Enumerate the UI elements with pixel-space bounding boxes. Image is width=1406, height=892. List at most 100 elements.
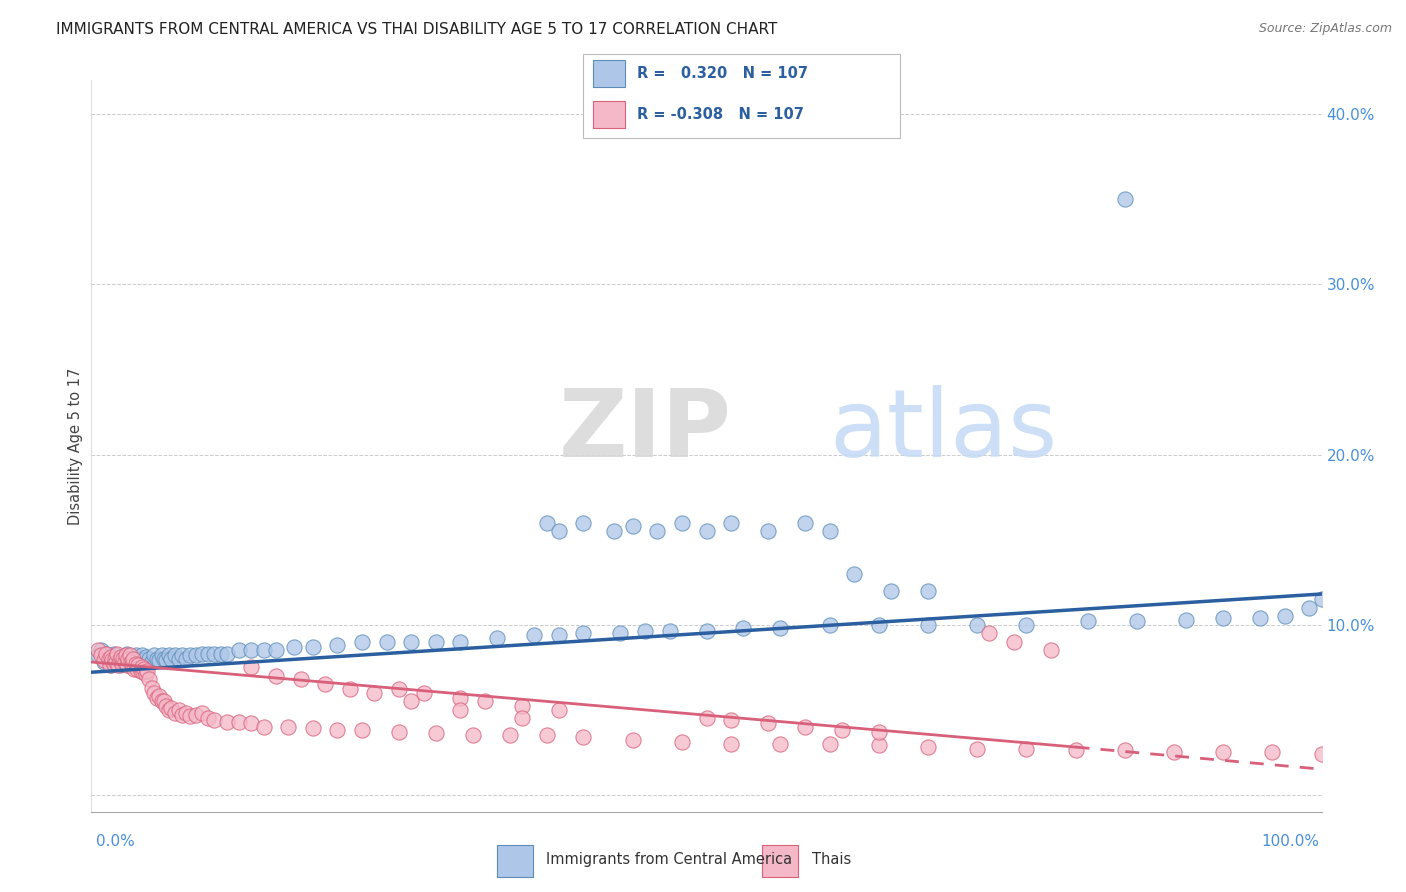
- Point: [769, 737, 792, 751]
- Point: [111, 657, 134, 671]
- Point: [1274, 609, 1296, 624]
- Point: [671, 516, 693, 530]
- Point: [118, 653, 141, 667]
- Point: [290, 672, 312, 686]
- Point: [110, 649, 132, 664]
- Point: [105, 648, 127, 663]
- Point: [339, 682, 361, 697]
- Point: [326, 723, 349, 737]
- Point: [100, 658, 122, 673]
- Point: [122, 651, 145, 665]
- Text: R =   0.320   N = 107: R = 0.320 N = 107: [637, 66, 808, 81]
- Point: [720, 737, 742, 751]
- Point: [120, 655, 142, 669]
- Point: [209, 647, 232, 661]
- Point: [148, 653, 170, 667]
- Point: [179, 648, 201, 663]
- Point: [107, 651, 129, 665]
- Point: [868, 739, 890, 753]
- Point: [157, 703, 180, 717]
- Point: [1298, 600, 1320, 615]
- Point: [1039, 643, 1063, 657]
- Point: [117, 658, 139, 673]
- Point: [634, 624, 657, 639]
- Point: [135, 649, 156, 664]
- Point: [1261, 745, 1284, 759]
- Point: [388, 682, 411, 697]
- Point: [868, 724, 890, 739]
- Point: [793, 720, 815, 734]
- Point: [536, 516, 558, 530]
- Point: [138, 651, 160, 665]
- Point: [228, 643, 250, 657]
- Point: [124, 648, 146, 663]
- Point: [621, 733, 644, 747]
- Point: [124, 655, 146, 669]
- Point: [868, 617, 890, 632]
- Point: [101, 653, 124, 667]
- Point: [167, 651, 190, 665]
- Point: [132, 655, 155, 669]
- Point: [155, 653, 177, 667]
- Point: [114, 655, 138, 669]
- Point: [141, 681, 163, 695]
- Point: [1310, 592, 1333, 607]
- Point: [98, 658, 121, 673]
- FancyBboxPatch shape: [593, 61, 624, 87]
- Point: [818, 617, 841, 632]
- Point: [1310, 747, 1333, 761]
- Point: [124, 657, 146, 671]
- Point: [135, 667, 156, 681]
- Point: [1175, 613, 1198, 627]
- Point: [107, 658, 129, 673]
- Point: [93, 653, 115, 667]
- Point: [143, 686, 166, 700]
- Point: [880, 583, 903, 598]
- Point: [103, 657, 125, 671]
- Point: [145, 651, 167, 665]
- Point: [1077, 614, 1099, 628]
- Point: [388, 724, 411, 739]
- Point: [572, 730, 595, 744]
- Text: ZIP: ZIP: [558, 385, 731, 477]
- Point: [112, 651, 135, 665]
- Point: [609, 626, 631, 640]
- Point: [695, 711, 717, 725]
- Point: [101, 651, 124, 665]
- Point: [547, 524, 569, 538]
- Point: [326, 638, 349, 652]
- Point: [121, 657, 143, 671]
- Point: [105, 655, 127, 669]
- Point: [572, 516, 595, 530]
- Point: [572, 626, 595, 640]
- Point: [240, 660, 263, 674]
- Point: [108, 653, 131, 667]
- Point: [114, 651, 136, 665]
- Point: [695, 624, 717, 639]
- Y-axis label: Disability Age 5 to 17: Disability Age 5 to 17: [67, 368, 83, 524]
- Point: [145, 690, 167, 705]
- Point: [115, 647, 138, 661]
- Point: [184, 707, 207, 722]
- Point: [769, 621, 792, 635]
- Point: [523, 628, 546, 642]
- Point: [352, 723, 374, 737]
- Point: [100, 649, 122, 664]
- Point: [510, 699, 533, 714]
- Point: [720, 516, 742, 530]
- Point: [228, 714, 250, 729]
- Point: [1249, 611, 1271, 625]
- Point: [215, 714, 238, 729]
- Point: [966, 741, 988, 756]
- Point: [314, 677, 336, 691]
- Point: [121, 658, 143, 673]
- Point: [1126, 614, 1149, 628]
- Point: [1002, 634, 1025, 648]
- Point: [1114, 743, 1136, 757]
- Point: [197, 647, 219, 661]
- Point: [966, 617, 988, 632]
- Point: [917, 617, 939, 632]
- Text: IMMIGRANTS FROM CENTRAL AMERICA VS THAI DISABILITY AGE 5 TO 17 CORRELATION CHART: IMMIGRANTS FROM CENTRAL AMERICA VS THAI …: [56, 22, 778, 37]
- Point: [160, 651, 183, 665]
- FancyBboxPatch shape: [583, 54, 900, 138]
